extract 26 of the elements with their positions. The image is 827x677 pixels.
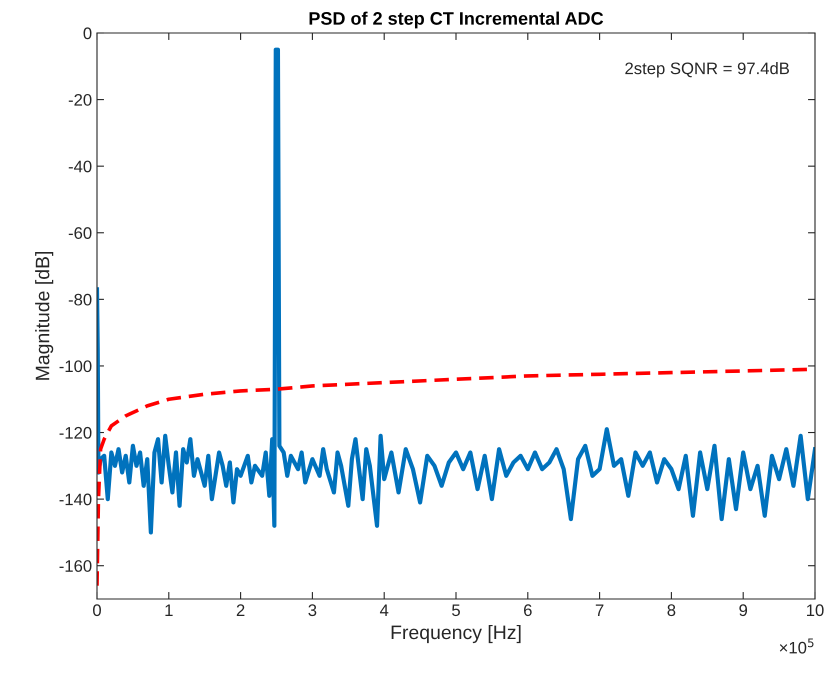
text: ×10$^{5}$: [780, 638, 814, 654]
annotation: 2step SQNR = 97.4dB: [625, 62, 789, 78]
x-tick-label: 6: [524, 604, 532, 616]
y-tick-label: -100: [60, 360, 92, 372]
x-axis-title: Frequency [Hz]: [392, 624, 521, 644]
y-tick-label: -20: [68, 94, 92, 106]
y-tick-label: 0: [84, 27, 92, 40]
x-tick-label: 10: [807, 604, 824, 616]
x-tick-label: 9: [739, 604, 748, 616]
x-tick-label: 2: [236, 604, 244, 616]
line-series: [97, 48, 815, 534]
x-tick-label: 0: [93, 604, 101, 616]
x-tick-label: 3: [308, 604, 316, 616]
y-tick-label: -140: [60, 494, 92, 506]
y-tick-label: -160: [60, 560, 92, 572]
y-tick-label: -120: [60, 426, 92, 439]
x-tick-label: 5: [452, 604, 460, 616]
x-tick-label: 4: [380, 604, 388, 616]
x-tick-label: 8: [667, 604, 676, 616]
x-tick-label: 1: [165, 604, 173, 616]
chart-title: PSD of 2 step CT Incremental ADC: [310, 12, 604, 28]
y-tick-label: -40: [68, 160, 92, 172]
y-tick-label: -80: [68, 294, 92, 306]
x-tick-label: 7: [596, 604, 604, 616]
y-tick-label: -60: [68, 227, 92, 239]
y-axis-title: Magnitude [dB]: [35, 252, 54, 380]
